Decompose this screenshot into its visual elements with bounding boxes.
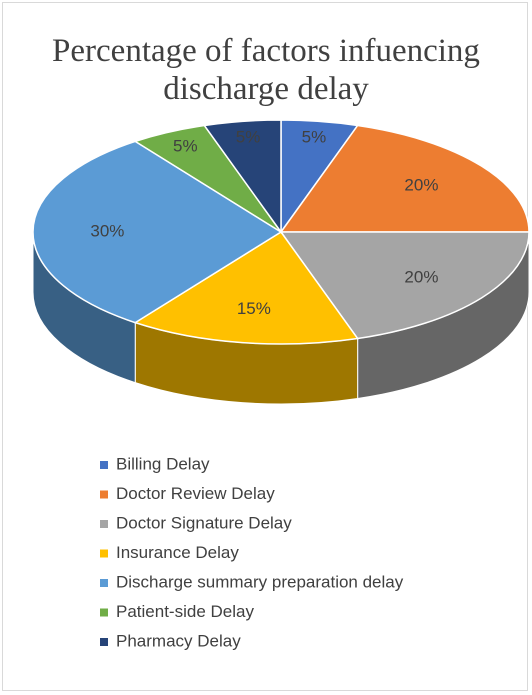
- legend-swatch: [100, 520, 108, 528]
- data-label: 20%: [404, 268, 438, 287]
- legend-swatch: [100, 608, 108, 617]
- slice: [279, 231, 530, 340]
- slice: [133, 230, 359, 345]
- data-label: 20%: [404, 175, 438, 194]
- legend-label: Discharge summary preparation delay: [116, 572, 404, 591]
- legend-label: Patient-side Delay: [116, 602, 254, 621]
- legend-label: Pharmacy Delay: [116, 631, 241, 650]
- slice: [203, 119, 282, 235]
- data-label: 5%: [302, 127, 327, 146]
- legend-label: Billing Delay: [116, 454, 210, 473]
- data-label: 30%: [90, 221, 124, 240]
- legend-label: Insurance Delay: [116, 543, 239, 562]
- data-label: 15%: [237, 299, 271, 318]
- legend-label: Doctor Review Delay: [116, 484, 275, 503]
- legend-swatch: [100, 579, 108, 587]
- legend-swatch: [100, 549, 108, 558]
- legend-swatch: [100, 461, 108, 469]
- slice: [279, 124, 530, 233]
- data-label: 5%: [173, 137, 198, 156]
- data-label: 5%: [236, 127, 261, 146]
- legend-label: Doctor Signature Delay: [116, 513, 292, 532]
- chart-title: Percentage of factors infuencing dischar…: [52, 33, 480, 107]
- slice: [32, 140, 283, 324]
- legend-swatch: [100, 638, 108, 646]
- legend-swatch: [100, 490, 108, 499]
